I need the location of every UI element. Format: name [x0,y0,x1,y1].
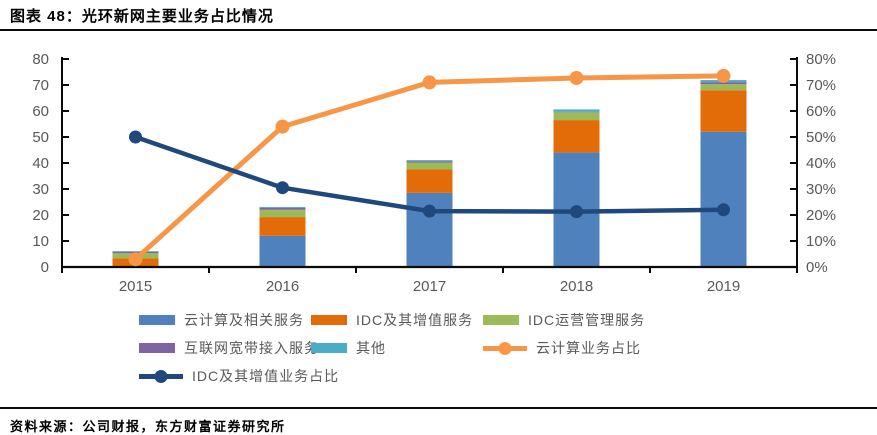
bar-segment [553,120,600,153]
line-marker [570,205,583,219]
bar-segment [406,192,453,267]
legend-swatch [139,343,175,353]
legend-item: IDC及其增值服务 [311,310,473,330]
legend-swatch [483,315,519,325]
figure-footer: 资料来源：公司财报，东方财富证券研究所 [0,407,877,434]
chart-legend: 云计算及相关服务 IDC及其增值服务 IDC运营管理服务互联网宽带接入服务 其他 云计算… [0,306,877,390]
left-tick-label: 80 [32,51,49,68]
bar-segment [112,251,159,252]
legend-item: IDC运营管理服务 [483,310,645,330]
line-marker [716,68,731,83]
legend-item: 互联网宽带接入服务 [139,338,319,358]
right-tick-label: 70% [806,77,836,94]
line-marker [569,70,584,85]
right-tick-label: 80% [806,51,836,68]
legend-label: IDC运营管理服务 [528,312,646,328]
bar-segment [700,90,747,132]
legend-swatch [311,343,347,353]
chart-canvas: 0 0% 10 10% 20 20% 30 30% 40 40% 50 50% 60 60% 70 70% 80… [32,51,836,295]
legend-swatch [311,315,347,325]
x-axis-label: 2017 [413,278,446,295]
right-tick-label: 40% [806,155,836,172]
left-tick-label: 50 [32,129,49,146]
bar-segment [259,207,306,210]
right-tick-label: 30% [806,181,836,198]
bar-segment [259,206,306,208]
right-tick-label: 50% [806,129,836,146]
bar-segment [259,209,306,218]
x-axis-label: 2015 [119,278,152,295]
legend-item: 其他 [311,338,386,358]
line-marker [128,252,143,267]
line-marker [422,75,437,90]
legend-item: IDC及其增值业务占比 [139,366,339,386]
legend-swatch [139,315,175,325]
bar-segment [553,109,600,112]
source-note: 资料来源：公司财报，东方财富证券研究所 [10,419,286,434]
x-axis-label: 2016 [266,278,299,295]
line-marker [275,119,290,134]
legend-label: 云计算业务占比 [536,340,641,356]
legend-item: 云计算业务占比 [483,338,641,358]
legend-row: IDC及其增值业务占比 [0,362,877,390]
legend-label: 其他 [356,340,386,356]
line-marker [276,181,289,195]
figure-header: 图表 48：光环新网主要业务占比情况 [0,0,877,31]
left-tick-label: 60 [32,103,49,120]
right-tick-label: 20% [806,207,836,224]
bar-segment [700,82,747,85]
legend-label: 互联网宽带接入服务 [184,340,319,356]
line-marker [129,130,142,144]
left-tick-label: 40 [32,155,49,172]
legend-label: IDC及其增值服务 [356,312,474,328]
left-tick-label: 0 [41,259,49,276]
bar-segment [700,131,747,267]
legend-row: 互联网宽带接入服务 其他 云计算业务占比 [0,334,877,362]
legend-row: 云计算及相关服务 IDC及其增值服务 IDC运营管理服务 [0,306,877,334]
x-axis-label: 2019 [707,278,740,295]
legend-label: 云计算及相关服务 [184,312,304,328]
right-tick-label: 10% [806,233,836,250]
bar-segment [406,161,453,163]
bar-segment [406,169,453,193]
figure-title: 图表 48：光环新网主要业务占比情况 [10,8,274,25]
bar-segment [259,235,306,267]
bar-segment [259,217,306,236]
right-tick-label: 0% [806,259,828,276]
bar-segment [553,111,600,113]
bar-segment [553,112,600,121]
left-tick-label: 30 [32,181,49,198]
line-marker [717,203,730,217]
left-tick-label: 20 [32,207,49,224]
bar-segment [700,84,747,91]
legend-item: 云计算及相关服务 [139,310,304,330]
left-tick-label: 70 [32,77,49,94]
right-tick-label: 60% [806,103,836,120]
bar-segment [406,160,453,162]
legend-line-swatch [483,341,527,355]
left-tick-label: 10 [32,233,49,250]
bar-segment [406,162,453,170]
legend-line-swatch [139,369,183,383]
legend-label: IDC及其增值业务占比 [192,368,340,384]
x-axis-label: 2018 [560,278,593,295]
line-marker [423,204,436,218]
